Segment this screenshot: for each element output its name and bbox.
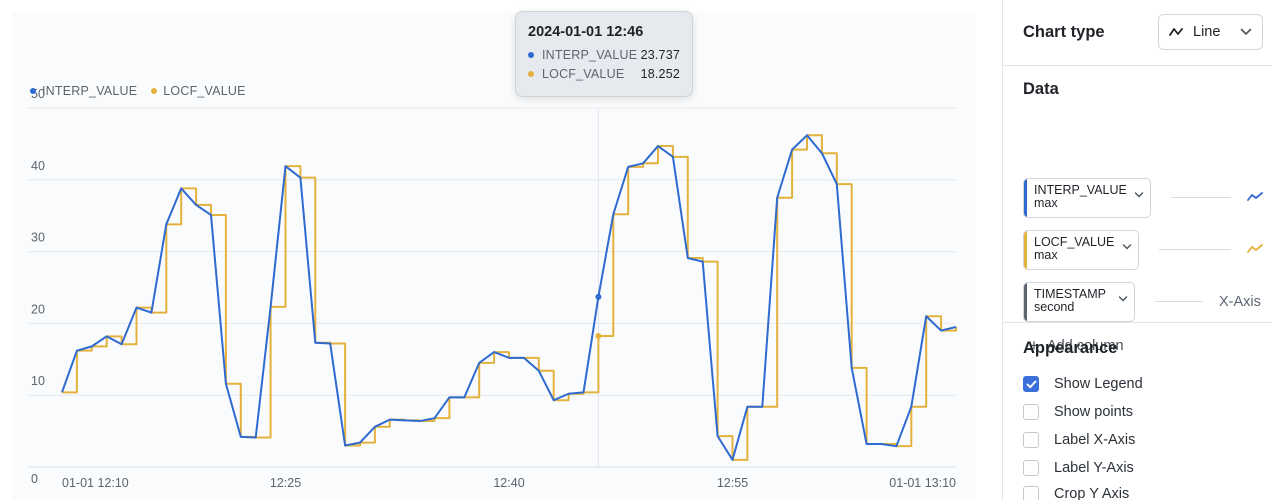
option-show-legend[interactable]: Show Legend xyxy=(1023,376,1143,392)
column-pill-interp[interactable]: INTERP_VALUE max xyxy=(1023,178,1151,218)
chevron-down-icon xyxy=(1118,296,1128,302)
legend-dot-locf xyxy=(151,88,158,94)
column-color-bar xyxy=(1024,231,1027,269)
connector-line xyxy=(1155,301,1203,302)
line-chart-icon xyxy=(1169,28,1183,36)
column-name: LOCF_VALUE xyxy=(1034,235,1115,249)
plus-icon: + xyxy=(1029,336,1039,355)
tooltip-label-interp: INTERP_VALUE xyxy=(542,48,638,62)
option-label-x-axis[interactable]: Label X-Axis xyxy=(1023,432,1135,448)
checkbox-crop-y-axis[interactable] xyxy=(1023,486,1039,500)
legend-dot-interp xyxy=(30,88,36,94)
checkbox-show-legend[interactable] xyxy=(1023,376,1039,392)
checkbox-label-y-axis[interactable] xyxy=(1023,460,1039,476)
line-series-icon[interactable] xyxy=(1247,244,1263,254)
legend-item-locf[interactable]: LOCF_VALUE xyxy=(151,84,245,98)
column-color-bar xyxy=(1024,283,1027,321)
tooltip-value-interp: 23.737 xyxy=(640,48,680,62)
checkmark-icon xyxy=(1026,380,1036,388)
chart-legend: INTERP_VALUE LOCF_VALUE xyxy=(30,84,246,98)
option-label: Show points xyxy=(1054,404,1133,420)
option-label-y-axis[interactable]: Label Y-Axis xyxy=(1023,460,1134,476)
legend-item-interp[interactable]: INTERP_VALUE xyxy=(30,84,137,98)
chart-type-title: Chart type xyxy=(1023,23,1105,41)
tooltip-label-locf: LOCF_VALUE xyxy=(542,67,625,81)
column-pill-locf[interactable]: LOCF_VALUE max xyxy=(1023,230,1139,270)
chart-type-value: Line xyxy=(1193,24,1221,40)
series-line-locf xyxy=(62,134,957,461)
chevron-down-icon xyxy=(1134,192,1144,198)
column-name: INTERP_VALUE xyxy=(1034,183,1127,197)
column-aggregation: max xyxy=(1034,248,1058,262)
chart-area xyxy=(12,12,976,500)
add-column-button[interactable]: + Add column xyxy=(1029,336,1124,356)
option-label: Label Y-Axis xyxy=(1054,460,1134,476)
x-tick-label: 12:55 xyxy=(717,476,748,490)
settings-panel: Chart type Line Data INTERP_VALUE max LO… xyxy=(1002,0,1272,500)
checkbox-show-points[interactable] xyxy=(1023,404,1039,420)
hover-point-locf xyxy=(595,332,602,339)
option-label: Label X-Axis xyxy=(1054,432,1136,448)
add-column-label: Add column xyxy=(1046,338,1124,354)
column-color-bar xyxy=(1024,179,1027,217)
column-aggregation: second xyxy=(1034,300,1075,314)
connector-line xyxy=(1159,249,1231,250)
data-title: Data xyxy=(1023,80,1059,98)
series-line-interp xyxy=(61,134,957,461)
y-tick-label: 30 xyxy=(31,231,45,245)
tooltip-row-interp: INTERP_VALUE 23.737 xyxy=(528,48,680,62)
legend-label-locf: LOCF_VALUE xyxy=(163,84,246,98)
column-name: TIMESTAMP xyxy=(1034,287,1106,301)
x-tick-label: 12:25 xyxy=(270,476,301,490)
y-tick-label: 20 xyxy=(31,302,45,316)
tooltip-dot-locf xyxy=(528,71,534,77)
column-aggregation: max xyxy=(1034,196,1058,210)
option-label: Crop Y Axis xyxy=(1054,486,1130,500)
option-label: Show Legend xyxy=(1054,376,1143,392)
x-axis-label[interactable]: X-Axis xyxy=(1219,294,1261,310)
connector-line xyxy=(1171,197,1231,198)
column-pill-timestamp[interactable]: TIMESTAMP second xyxy=(1023,282,1135,322)
tooltip-dot-interp xyxy=(528,52,534,58)
tooltip-row-locf: LOCF_VALUE 18.252 xyxy=(528,67,680,81)
x-tick-label: 01-01 12:10 xyxy=(62,476,129,490)
option-show-points[interactable]: Show points xyxy=(1023,404,1133,420)
checkbox-label-x-axis[interactable] xyxy=(1023,432,1039,448)
data-section: Data INTERP_VALUE max LOCF_VALUE max TIM… xyxy=(1003,66,1272,355)
y-tick-label: 40 xyxy=(31,159,45,173)
tooltip-timestamp: 2024-01-01 12:46 xyxy=(528,24,644,40)
chevron-down-icon xyxy=(1240,28,1252,36)
chevron-down-icon xyxy=(1122,244,1132,250)
tooltip-value-locf: 18.252 xyxy=(640,67,680,81)
x-tick-label: 01-01 13:10 xyxy=(889,476,956,490)
chart-type-section: Chart type Line xyxy=(1003,0,1272,66)
chart-type-select[interactable]: Line xyxy=(1158,14,1263,50)
chart-tooltip: 2024-01-01 12:46 INTERP_VALUE 23.737 LOC… xyxy=(515,11,693,97)
y-tick-label: 0 xyxy=(31,472,38,486)
appearance-title: Appearance xyxy=(1023,339,1118,357)
legend-label-interp: INTERP_VALUE xyxy=(42,84,138,98)
x-tick-label: 12:40 xyxy=(493,476,524,490)
option-crop-y-axis[interactable]: Crop Y Axis xyxy=(1023,486,1129,500)
hover-point-interp xyxy=(595,293,602,300)
line-series-icon[interactable] xyxy=(1247,192,1263,202)
y-tick-label: 10 xyxy=(31,374,45,388)
